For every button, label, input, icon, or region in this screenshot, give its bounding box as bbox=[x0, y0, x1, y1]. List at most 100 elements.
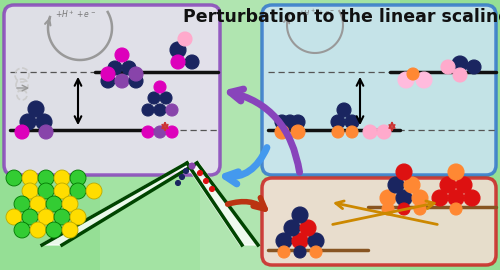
Circle shape bbox=[345, 115, 359, 129]
Text: $+H^++e^-$: $+H^++e^-$ bbox=[55, 8, 96, 20]
Circle shape bbox=[382, 203, 394, 215]
Circle shape bbox=[380, 190, 396, 206]
Circle shape bbox=[292, 233, 308, 249]
Circle shape bbox=[62, 222, 78, 238]
Circle shape bbox=[210, 187, 214, 191]
Circle shape bbox=[170, 42, 186, 58]
Circle shape bbox=[184, 168, 188, 174]
Circle shape bbox=[291, 115, 305, 129]
Bar bbox=[300, 0, 400, 270]
Circle shape bbox=[54, 170, 70, 186]
Circle shape bbox=[101, 67, 115, 81]
Circle shape bbox=[398, 203, 410, 215]
Circle shape bbox=[22, 209, 38, 225]
FancyBboxPatch shape bbox=[262, 178, 496, 265]
Circle shape bbox=[15, 125, 29, 139]
Circle shape bbox=[404, 177, 420, 193]
Circle shape bbox=[452, 56, 468, 72]
Circle shape bbox=[148, 92, 160, 104]
Circle shape bbox=[22, 183, 38, 199]
Circle shape bbox=[70, 183, 86, 199]
FancyArrowPatch shape bbox=[228, 198, 265, 209]
Circle shape bbox=[284, 220, 300, 236]
Circle shape bbox=[62, 196, 78, 212]
Circle shape bbox=[22, 170, 38, 186]
Bar bbox=[200, 0, 300, 270]
Circle shape bbox=[122, 61, 136, 75]
Circle shape bbox=[38, 183, 54, 199]
Circle shape bbox=[14, 222, 30, 238]
Text: Perturbation to the linear scaling relation: Perturbation to the linear scaling relat… bbox=[183, 8, 500, 26]
Circle shape bbox=[292, 207, 308, 223]
Circle shape bbox=[166, 126, 178, 138]
Circle shape bbox=[396, 190, 412, 206]
Circle shape bbox=[414, 203, 426, 215]
Circle shape bbox=[331, 115, 345, 129]
Circle shape bbox=[388, 177, 404, 193]
Circle shape bbox=[180, 174, 184, 180]
Circle shape bbox=[441, 60, 455, 74]
Circle shape bbox=[276, 233, 292, 249]
Circle shape bbox=[448, 190, 464, 206]
Circle shape bbox=[440, 177, 456, 193]
Bar bbox=[0, 0, 100, 270]
Circle shape bbox=[185, 55, 199, 69]
Circle shape bbox=[6, 170, 22, 186]
Circle shape bbox=[70, 209, 86, 225]
Circle shape bbox=[171, 55, 185, 69]
Circle shape bbox=[432, 190, 448, 206]
Circle shape bbox=[308, 233, 324, 249]
Circle shape bbox=[129, 67, 143, 81]
Circle shape bbox=[39, 125, 53, 139]
Circle shape bbox=[275, 125, 289, 139]
Bar bbox=[100, 0, 200, 270]
Circle shape bbox=[154, 81, 166, 93]
Circle shape bbox=[377, 125, 391, 139]
FancyArrowPatch shape bbox=[230, 89, 300, 172]
Circle shape bbox=[86, 183, 102, 199]
FancyBboxPatch shape bbox=[262, 5, 496, 175]
Circle shape bbox=[291, 125, 305, 139]
Circle shape bbox=[46, 222, 62, 238]
Circle shape bbox=[198, 170, 202, 176]
Circle shape bbox=[142, 126, 154, 138]
Circle shape bbox=[142, 104, 154, 116]
Circle shape bbox=[300, 220, 316, 236]
Polygon shape bbox=[40, 163, 199, 245]
Circle shape bbox=[398, 72, 414, 88]
Circle shape bbox=[115, 48, 129, 62]
Circle shape bbox=[28, 101, 44, 117]
Circle shape bbox=[332, 126, 344, 138]
Circle shape bbox=[178, 32, 192, 46]
Circle shape bbox=[166, 104, 178, 116]
Text: $+H^++e^-$: $+H^++e^-$ bbox=[298, 8, 336, 18]
Circle shape bbox=[283, 115, 297, 129]
Circle shape bbox=[54, 183, 70, 199]
Circle shape bbox=[416, 72, 432, 88]
Polygon shape bbox=[185, 163, 258, 245]
Circle shape bbox=[453, 68, 467, 82]
Circle shape bbox=[30, 196, 46, 212]
Circle shape bbox=[396, 164, 412, 180]
Circle shape bbox=[310, 246, 322, 258]
Circle shape bbox=[20, 114, 36, 130]
Circle shape bbox=[154, 104, 166, 116]
Circle shape bbox=[294, 246, 306, 258]
Circle shape bbox=[160, 92, 172, 104]
Circle shape bbox=[176, 181, 180, 185]
Circle shape bbox=[38, 209, 54, 225]
Circle shape bbox=[115, 74, 129, 88]
Circle shape bbox=[464, 190, 480, 206]
Circle shape bbox=[189, 163, 195, 169]
Circle shape bbox=[70, 170, 86, 186]
Circle shape bbox=[129, 74, 143, 88]
Circle shape bbox=[36, 114, 52, 130]
Circle shape bbox=[38, 170, 54, 186]
Circle shape bbox=[456, 177, 472, 193]
Bar bbox=[400, 0, 500, 270]
Circle shape bbox=[204, 178, 208, 184]
Circle shape bbox=[278, 246, 290, 258]
Circle shape bbox=[54, 209, 70, 225]
FancyArrowPatch shape bbox=[226, 148, 267, 184]
Circle shape bbox=[407, 68, 419, 80]
